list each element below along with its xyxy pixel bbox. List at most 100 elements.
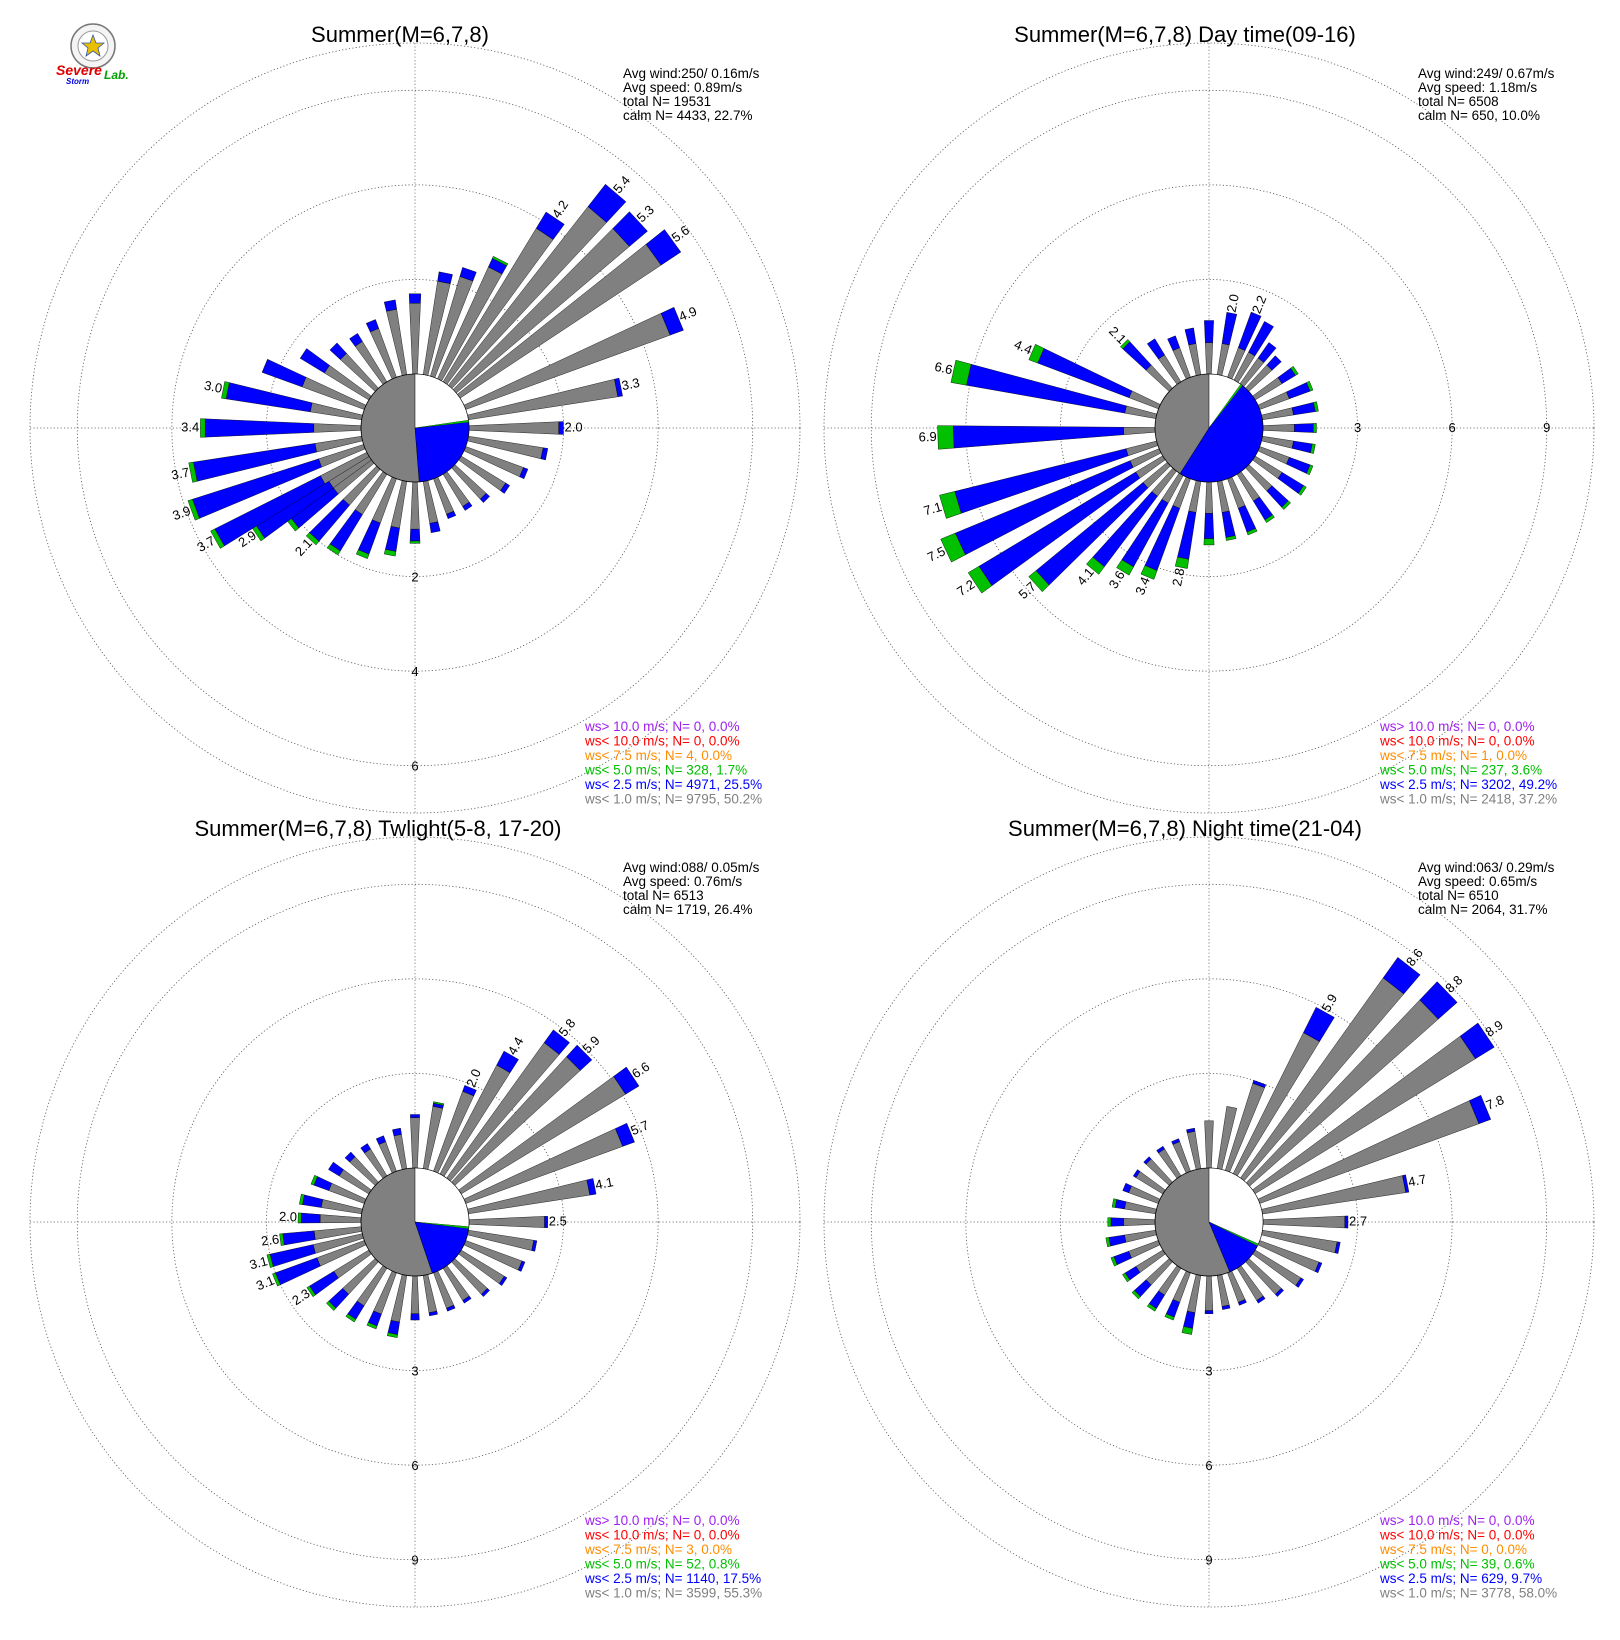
bar-segment-blue	[462, 1295, 472, 1304]
bar-segment-blue	[1108, 1234, 1127, 1247]
bar-segment-gray	[410, 1117, 420, 1169]
bar-segment-green	[967, 565, 993, 594]
bar-segment-green	[1116, 559, 1134, 576]
bar-segment-blue	[309, 1270, 339, 1296]
bar-segment-gray	[1188, 480, 1202, 513]
bar-segment-gray	[1262, 1215, 1346, 1229]
bar-segment-green	[1181, 1326, 1193, 1335]
bar-value-label: 3.1	[248, 1253, 269, 1272]
stat-line: calm N= 1719, 26.4%	[623, 902, 752, 917]
bar-segment-gray	[1123, 427, 1156, 435]
bar-segment-blue	[383, 299, 397, 312]
bar-segment-blue	[1286, 382, 1311, 400]
bar-segment-gray	[1123, 1218, 1156, 1226]
bar-segment-green	[1174, 556, 1190, 569]
bar-segment-blue	[365, 319, 379, 333]
bar-segment-gray	[410, 481, 420, 530]
bar-segment-blue	[302, 1194, 323, 1208]
bar-segment-gray	[313, 423, 362, 433]
logo-text-storm: Storm	[66, 77, 89, 86]
bar-segment-gray	[1261, 435, 1294, 449]
direction-bar	[468, 1216, 548, 1228]
bar-value-label: 4.4	[1012, 337, 1035, 358]
calm-wedge	[414, 1167, 470, 1228]
center-green-wedge	[1209, 384, 1243, 428]
bar-segment-green	[409, 540, 421, 544]
range-ring	[171, 978, 659, 1466]
direction-bar	[1146, 1265, 1182, 1312]
bar-segment-green	[386, 1332, 398, 1338]
legend-entry: ws< 7.5 m/s; N= 0, 0.0%	[1379, 1542, 1527, 1557]
bar-segment-blue	[1469, 1094, 1492, 1125]
panel-title: Summer(M=6,7,8) Day time(09-16)	[1014, 22, 1356, 47]
wind-rose-panel-1: 2464.25.45.35.64.93.32.02.12.93.73.93.73…	[29, 22, 801, 814]
legend-entry: ws< 7.5 m/s; N= 3, 0.0%	[584, 1542, 732, 1557]
bar-segment-blue	[387, 1320, 400, 1335]
legend-entry: ws> 10.0 m/s; N= 0, 0.0%	[584, 719, 740, 734]
bar-value-label: 6.9	[918, 429, 937, 445]
stat-line: total N= 6513	[623, 888, 704, 903]
bar-segment-green	[1306, 464, 1314, 476]
bar-segment-blue	[282, 1230, 316, 1246]
stat-line: Avg speed: 0.76m/s	[623, 874, 742, 889]
direction-bar	[1122, 1249, 1166, 1283]
bar-segment-blue	[1203, 513, 1215, 539]
bar-segment-blue	[328, 1161, 344, 1177]
bar-segment-blue	[1171, 1138, 1181, 1145]
bar-segment-green	[345, 1313, 357, 1323]
bar-segment-blue	[660, 306, 684, 336]
direction-bar	[1261, 435, 1316, 454]
bar-segment-gray	[1186, 1131, 1202, 1170]
direction-bar	[187, 444, 366, 521]
stat-line: total N= 6510	[1418, 888, 1499, 903]
range-tick-label: 3	[411, 1364, 418, 1379]
bar-segment-blue	[1122, 341, 1152, 371]
center-green-wedge	[415, 1222, 469, 1229]
bar-segment-blue	[462, 1085, 477, 1097]
direction-bar	[439, 1050, 519, 1177]
bar-segment-blue	[1402, 1174, 1410, 1193]
bar-segment-blue	[375, 1135, 387, 1145]
range-ring	[266, 1073, 564, 1371]
legend-entry: ws< 10.0 m/s; N= 0, 0.0%	[584, 1528, 740, 1543]
bar-segment-green	[1225, 535, 1237, 541]
bar-segment-green	[1146, 1303, 1157, 1312]
bar-segment-blue	[614, 377, 623, 397]
wind-rose-panel-3: 3692.04.45.85.96.65.74.12.52.33.13.12.62…	[29, 816, 801, 1608]
range-tick-label: 4	[411, 664, 418, 679]
stat-line: Avg speed: 0.89m/s	[623, 80, 742, 95]
bar-segment-blue	[1204, 1310, 1214, 1314]
bar-segment-green	[1246, 528, 1258, 536]
bar-segment-green	[188, 461, 198, 483]
bar-segment-blue	[1334, 1241, 1341, 1254]
panel-title: Summer(M=6,7,8) Night time(21-04)	[1008, 816, 1362, 841]
direction-bar	[221, 381, 363, 421]
bar-value-label: 3.1	[254, 1273, 276, 1294]
direction-bar	[1257, 446, 1314, 476]
bar-segment-blue	[586, 1178, 597, 1196]
direction-bar	[210, 452, 370, 549]
bar-segment-blue	[392, 1127, 402, 1137]
direction-bar	[1186, 1127, 1202, 1170]
range-tick-label: 9	[1205, 1553, 1212, 1568]
bar-value-label: 7.8	[1484, 1092, 1506, 1113]
bar-segment-green	[433, 1101, 445, 1106]
calm-wedge	[1208, 373, 1242, 429]
direction-bar	[1181, 1274, 1202, 1335]
bar-segment-green	[187, 498, 200, 521]
direction-bar	[467, 435, 549, 461]
direction-bar	[310, 1174, 367, 1204]
bar-segment-gray	[468, 421, 559, 435]
legend-entry: ws< 1.0 m/s; N= 9795, 50.2%	[584, 792, 762, 807]
bar-segment-blue	[540, 447, 549, 461]
bar-segment-green	[1306, 380, 1314, 392]
bar-segment-blue	[429, 521, 441, 534]
bar-segment-green	[492, 255, 509, 267]
bar-segment-green	[1313, 423, 1317, 433]
bar-segment-blue	[612, 211, 648, 247]
bar-segment-blue	[428, 1310, 438, 1317]
bar-segment-green	[305, 532, 320, 546]
bar-segment-blue	[1314, 1261, 1323, 1274]
direction-bar	[1120, 339, 1173, 392]
